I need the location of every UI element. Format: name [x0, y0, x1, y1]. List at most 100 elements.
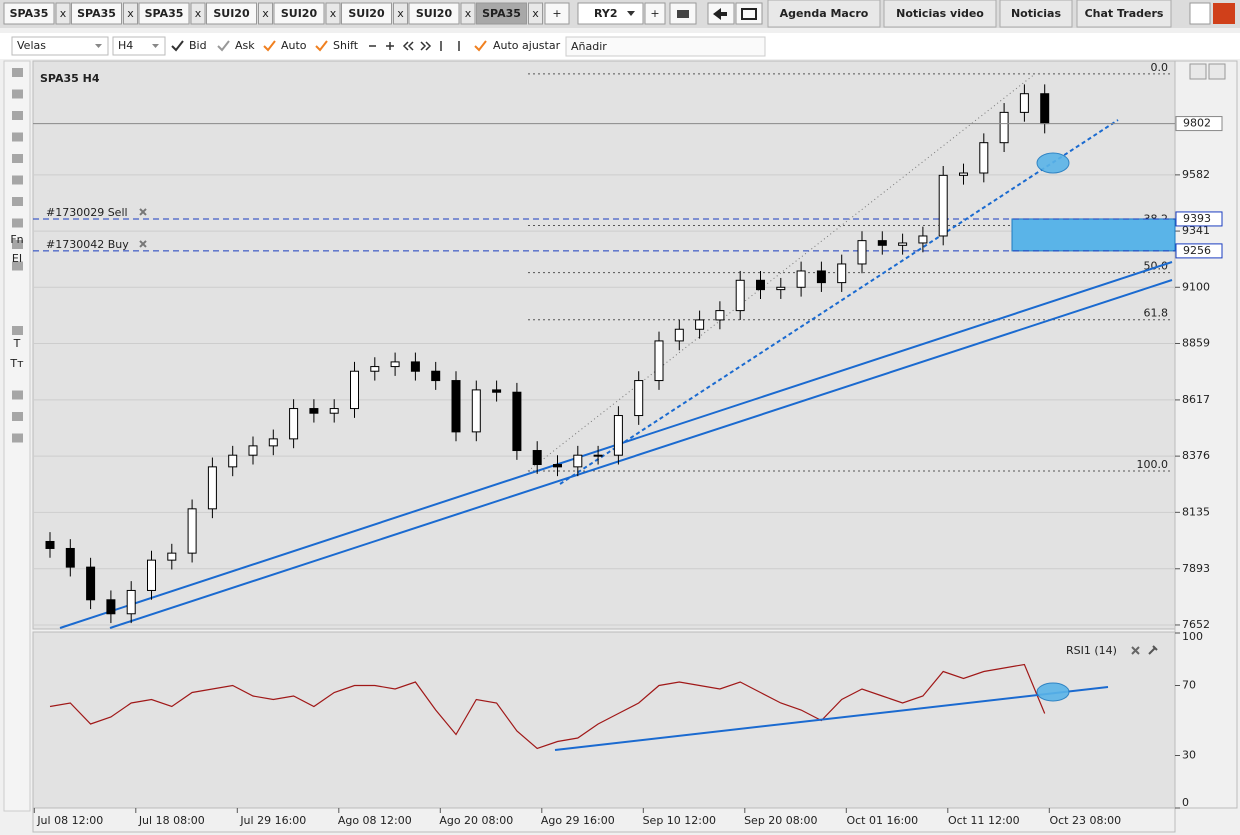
candle-body: [674, 328, 684, 342]
tab-close-label[interactable]: x: [127, 7, 134, 20]
template-select[interactable]: [577, 2, 644, 25]
order-cancel[interactable]: [139, 208, 147, 216]
option-label[interactable]: Auto: [281, 39, 307, 52]
option-label[interactable]: Ask: [235, 39, 255, 52]
arrow-left-icon: [713, 8, 727, 20]
tab-close[interactable]: [393, 2, 408, 25]
toolbar-icons[interactable]: [369, 41, 460, 51]
panel-button[interactable]: [1208, 63, 1226, 80]
info-button[interactable]: [1189, 2, 1211, 25]
tool-icon[interactable]: [12, 89, 23, 99]
tab-label[interactable]: SUI20: [348, 7, 385, 20]
tab[interactable]: [71, 2, 122, 25]
tool-icon[interactable]: [12, 68, 23, 77]
timeframe-select[interactable]: [112, 36, 166, 56]
rsi-close[interactable]: [1131, 646, 1140, 655]
tab[interactable]: [476, 2, 527, 25]
tab-close-label[interactable]: x: [465, 7, 472, 20]
order-cancel[interactable]: [139, 240, 147, 248]
add-template[interactable]: [644, 2, 666, 25]
tool-icon[interactable]: [12, 261, 23, 271]
tab-close-label[interactable]: x: [397, 7, 404, 20]
option-label[interactable]: Bid: [189, 39, 207, 52]
template-label[interactable]: RY2: [594, 7, 618, 20]
side-tab-label[interactable]: Noticias video: [896, 7, 984, 20]
tool-icon[interactable]: [12, 154, 23, 163]
toolbar-button[interactable]: [735, 2, 763, 25]
side-tab[interactable]: [999, 0, 1073, 28]
tool-icon[interactable]: [12, 240, 23, 249]
new-tab-label[interactable]: +: [552, 7, 561, 20]
option-check[interactable]: [217, 40, 230, 52]
tool-icon[interactable]: [12, 412, 23, 421]
option-check[interactable]: [474, 40, 487, 52]
chart-type-label[interactable]: Velas: [17, 39, 46, 52]
add-template-label[interactable]: +: [650, 7, 659, 20]
tab[interactable]: [408, 2, 460, 25]
y-tick-label: 8859: [1182, 336, 1210, 349]
candle-body: [898, 242, 908, 246]
tool-icon[interactable]: [12, 175, 23, 185]
tab-label[interactable]: SPA35: [77, 7, 116, 20]
rsi-settings[interactable]: [1148, 645, 1158, 655]
timeframe-label[interactable]: H4: [118, 39, 133, 52]
order-price-box: [1175, 243, 1223, 259]
tool-icon[interactable]: [12, 197, 23, 206]
new-tab[interactable]: [544, 2, 570, 25]
highlight: [1036, 152, 1070, 174]
tab-close[interactable]: [123, 2, 138, 25]
tab-label[interactable]: SPA35: [482, 7, 521, 20]
tab[interactable]: [138, 2, 190, 25]
tab-close-label[interactable]: x: [262, 7, 269, 20]
tab-close[interactable]: [528, 2, 543, 25]
option-label[interactable]: Shift: [333, 39, 359, 52]
autofit-label[interactable]: Auto ajustar: [493, 39, 561, 52]
candle-body: [86, 566, 96, 601]
tool-icon[interactable]: [12, 390, 23, 400]
tab-label[interactable]: SUI20: [213, 7, 250, 20]
tool-label[interactable]: Fn: [10, 233, 23, 246]
tool-label[interactable]: T: [13, 337, 21, 350]
tab[interactable]: [341, 2, 392, 25]
side-tab[interactable]: [1076, 0, 1172, 28]
tab-close[interactable]: [258, 2, 273, 25]
tab-label[interactable]: SPA35: [10, 7, 49, 20]
side-tab-label[interactable]: Chat Traders: [1085, 7, 1164, 20]
panel-button[interactable]: [1189, 63, 1207, 80]
side-tab[interactable]: [767, 0, 881, 28]
tab-close-label[interactable]: x: [330, 7, 337, 20]
tab-close[interactable]: [55, 2, 71, 25]
chart-type-select[interactable]: [11, 36, 109, 56]
add-input[interactable]: [565, 36, 766, 57]
tool-icon[interactable]: [12, 326, 23, 335]
tab-label[interactable]: SUI20: [281, 7, 318, 20]
tab[interactable]: [3, 2, 55, 25]
option-check[interactable]: [171, 40, 184, 52]
tab-close-label[interactable]: x: [60, 7, 67, 20]
tab-close-label[interactable]: x: [195, 7, 202, 20]
tool-icon[interactable]: [12, 433, 23, 443]
candle-body: [654, 340, 664, 382]
option-check[interactable]: [263, 40, 276, 52]
tab-close[interactable]: [460, 2, 476, 25]
tool-icon[interactable]: [12, 111, 23, 120]
add-label[interactable]: Añadir: [571, 40, 607, 53]
tool-icon[interactable]: [12, 218, 23, 228]
tab-close-label[interactable]: x: [532, 7, 539, 20]
tool-label[interactable]: EI: [12, 252, 22, 265]
tab[interactable]: [273, 2, 325, 25]
side-tab-label[interactable]: Noticias: [1011, 7, 1062, 20]
tab[interactable]: [206, 2, 257, 25]
candle-body: [390, 361, 400, 368]
tab-label[interactable]: SPA35: [145, 7, 184, 20]
tab-close[interactable]: [190, 2, 206, 25]
tab-label[interactable]: SUI20: [416, 7, 453, 20]
alert-button[interactable]: [1213, 3, 1235, 24]
tool-label[interactable]: Tт: [9, 357, 24, 370]
side-tab-label[interactable]: Agenda Macro: [780, 7, 869, 20]
side-tab[interactable]: [883, 0, 997, 28]
tab-close[interactable]: [325, 2, 341, 25]
option-check[interactable]: [315, 40, 328, 52]
tool-icon[interactable]: [12, 132, 23, 142]
